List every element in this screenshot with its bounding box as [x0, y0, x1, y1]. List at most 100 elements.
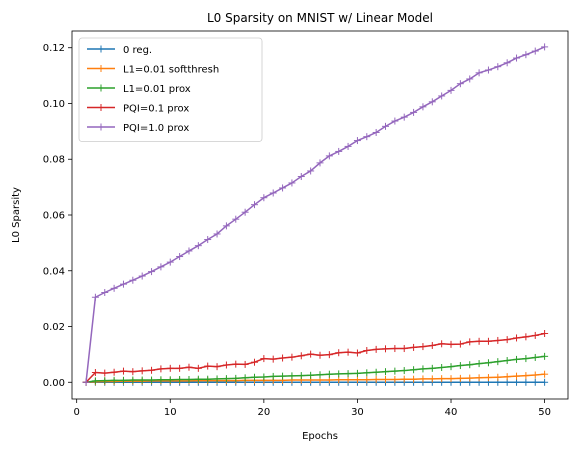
data-point: [513, 54, 521, 62]
data-point: [241, 208, 249, 216]
data-point: [410, 108, 418, 116]
data-point: [241, 360, 249, 368]
data-point: [363, 133, 371, 141]
data-point: [531, 47, 539, 55]
data-point: [447, 340, 455, 348]
data-point: [232, 360, 240, 368]
series-3: [82, 329, 549, 386]
data-point: [541, 43, 549, 51]
data-point: [466, 75, 474, 83]
y-tick-label: 0.02: [43, 322, 65, 333]
legend-label: 0 reg.: [123, 45, 152, 56]
data-point: [213, 363, 221, 371]
data-point: [382, 122, 390, 130]
data-point: [475, 69, 483, 77]
data-point: [503, 357, 511, 365]
x-tick-label: 0: [73, 407, 79, 418]
data-point: [250, 201, 258, 209]
data-point: [353, 369, 361, 377]
data-point: [335, 370, 343, 378]
data-point: [194, 242, 202, 250]
data-point: [494, 373, 502, 381]
data-point: [428, 375, 436, 383]
legend-entry: PQI=0.1 prox: [87, 104, 189, 115]
data-point: [522, 51, 530, 59]
data-point: [353, 349, 361, 357]
y-tick-label: 0.04: [43, 266, 65, 277]
data-point: [204, 236, 212, 244]
data-point: [232, 374, 240, 382]
data-point: [363, 369, 371, 377]
data-point: [176, 253, 184, 261]
data-point: [475, 337, 483, 345]
data-point: [91, 377, 99, 385]
data-point: [279, 354, 287, 362]
data-point: [148, 376, 156, 384]
data-point: [222, 222, 230, 230]
data-point: [494, 336, 502, 344]
data-point: [297, 352, 305, 360]
legend-entry: 0 reg.: [87, 45, 152, 56]
data-point: [269, 355, 277, 363]
y-tick-label: 0.12: [43, 43, 65, 54]
data-point: [157, 263, 165, 271]
legend-label: PQI=0.1 prox: [123, 104, 189, 115]
data-point: [166, 258, 174, 266]
data-point: [372, 368, 380, 376]
data-point: [456, 362, 464, 370]
data-point: [513, 372, 521, 380]
data-point: [344, 348, 352, 356]
data-point: [353, 137, 361, 145]
x-axis-title: Epochs: [302, 431, 338, 442]
data-point: [531, 378, 539, 386]
data-point: [222, 361, 230, 369]
data-point: [307, 350, 315, 358]
data-point: [541, 370, 549, 378]
data-point: [400, 113, 408, 121]
data-point: [410, 343, 418, 351]
data-point: [316, 159, 324, 167]
data-point: [363, 376, 371, 384]
data-point: [410, 366, 418, 374]
data-point: [110, 376, 118, 384]
data-point: [288, 179, 296, 187]
data-point: [531, 331, 539, 339]
data-point: [494, 358, 502, 366]
data-point: [316, 351, 324, 359]
data-point: [438, 375, 446, 383]
legend-entry: L1=0.01 prox: [87, 84, 191, 95]
data-point: [129, 276, 137, 284]
data-point: [503, 336, 511, 344]
data-point: [148, 268, 156, 276]
data-point: [157, 365, 165, 373]
data-point: [456, 80, 464, 88]
data-point: [484, 66, 492, 74]
data-point: [148, 366, 156, 374]
data-point: [288, 353, 296, 361]
data-point: [176, 375, 184, 383]
y-tick-label: 0.06: [43, 211, 65, 222]
data-point: [522, 378, 530, 386]
data-point: [522, 355, 530, 363]
data-point: [222, 375, 230, 383]
data-point: [101, 377, 109, 385]
data-point: [513, 334, 521, 342]
data-point: [372, 345, 380, 353]
data-point: [541, 329, 549, 337]
data-point: [101, 289, 109, 297]
data-point: [484, 374, 492, 382]
legend-label: L1=0.01 prox: [123, 84, 191, 95]
data-point: [307, 371, 315, 379]
data-point: [522, 333, 530, 341]
data-point: [475, 360, 483, 368]
data-point: [119, 280, 127, 288]
series-line: [85, 46, 545, 383]
data-point: [335, 147, 343, 155]
data-point: [260, 355, 268, 363]
chart-title: L0 Sparsity on MNIST w/ Linear Model: [207, 11, 433, 25]
data-point: [372, 128, 380, 136]
data-point: [269, 189, 277, 197]
data-point: [185, 247, 193, 255]
axes: 0 10 20 30 40 50 0.00 0.02 0.04 0.06 0.08 0.10 0.12: [43, 30, 569, 418]
data-point: [428, 341, 436, 349]
